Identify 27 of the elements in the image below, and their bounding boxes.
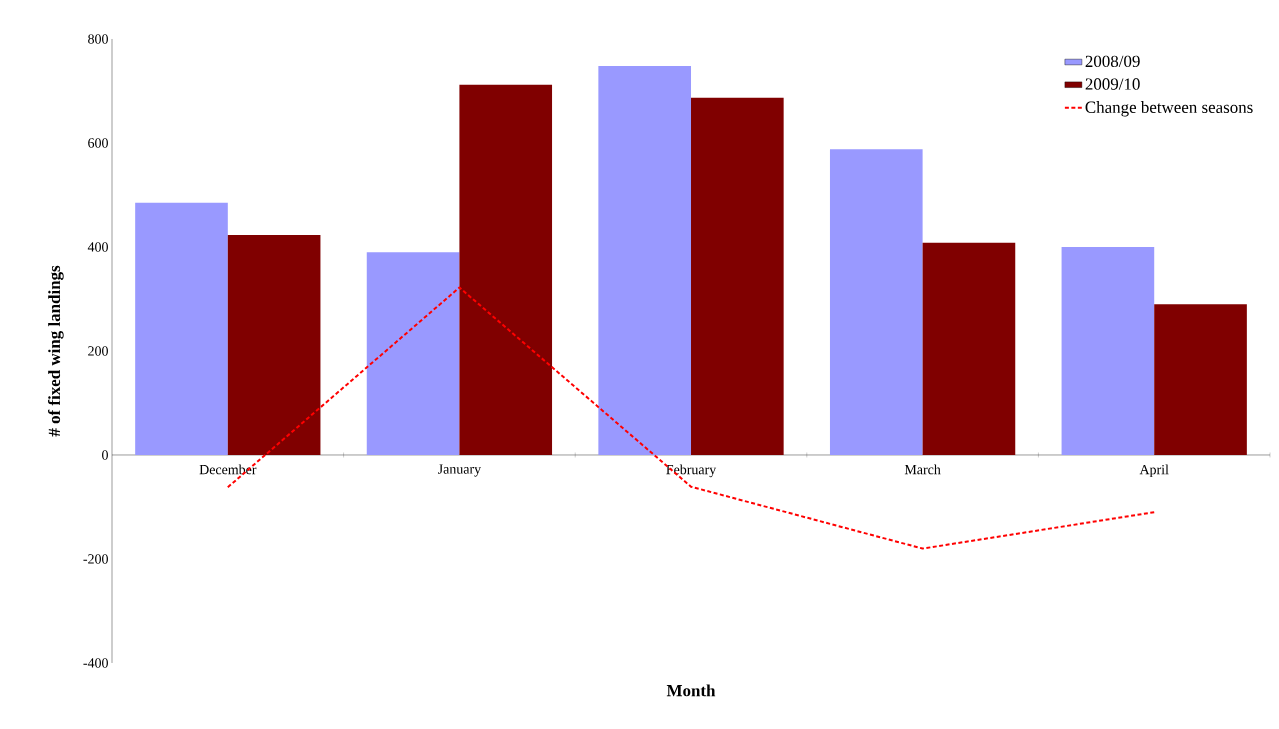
bar [1154, 304, 1247, 455]
legend-label: 2008/09 [1085, 55, 1140, 68]
bar [1061, 246, 1155, 455]
x-axis-title: Month [666, 684, 716, 697]
y-tick-label: 0 [102, 450, 108, 460]
legend-label: Change between seasons [1085, 101, 1253, 117]
y-tick-label: 400 [87, 242, 108, 252]
y-tick-label: -200 [83, 554, 108, 564]
legend-label: 2009/10 [1085, 78, 1140, 90]
x-tick-label: January [438, 464, 482, 477]
bar [691, 97, 784, 455]
y-tick-label: -400 [83, 658, 108, 668]
y-axis-title: # of fixed wing landings [48, 265, 64, 437]
bar [922, 242, 1016, 455]
x-tick-label: March [904, 464, 941, 475]
bar [829, 149, 923, 455]
bar [598, 66, 692, 455]
x-tick-label: December [199, 464, 257, 475]
y-tick-label: 600 [88, 138, 108, 148]
bar [135, 202, 228, 455]
bar [366, 252, 460, 455]
x-tick-label: February [666, 464, 717, 478]
y-tick-label: 200 [88, 346, 108, 356]
bar [227, 235, 321, 455]
y-tick-label: 800 [88, 34, 108, 44]
bar [459, 84, 553, 455]
x-tick-label: April [1139, 464, 1169, 478]
